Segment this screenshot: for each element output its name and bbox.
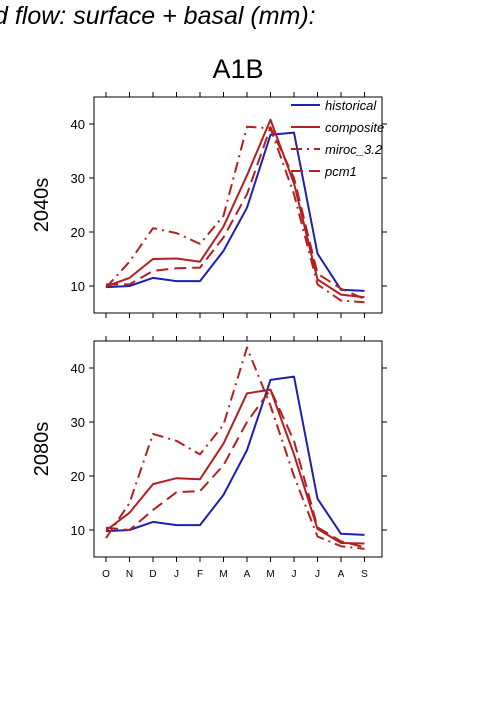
page-title: d flow: surface + basal (mm):	[0, 2, 316, 30]
series-line-pcm1	[106, 126, 365, 300]
panel-2: 10 20 30 40 O N D J F M A M J J A S 2080s	[31, 336, 387, 580]
x-tick-label: O	[102, 569, 110, 580]
x-tick-label: A	[244, 569, 251, 580]
x-tick-label: S	[361, 569, 368, 580]
x-tick-label: A	[338, 569, 345, 580]
x-tick-label: M	[219, 569, 227, 580]
series-line-pcm1	[105, 388, 365, 549]
series-line-historical	[105, 131, 365, 292]
series-line-composite	[105, 388, 365, 545]
x-tick-label: J	[174, 569, 179, 580]
series-line-miroc_3.2	[105, 346, 365, 550]
y-tick-label: 20	[71, 225, 85, 240]
y-tick-label: 10	[71, 523, 85, 538]
x-tick-label: J	[292, 569, 297, 580]
legend-label-miroc_3.2: miroc_3.2	[325, 142, 383, 157]
x-tick-label: J	[315, 569, 320, 580]
x-tick-label: M	[266, 569, 274, 580]
scenario-title: A1B	[212, 54, 264, 84]
y-tick-label: 10	[71, 279, 85, 294]
panel-1: 10 20 30 40 2040s historical composite miroc_3.…	[31, 92, 387, 318]
series-line-historical	[105, 375, 365, 536]
y-axis-label: 2080s	[31, 422, 53, 477]
legend-label-historical: historical	[325, 98, 377, 113]
legend-label-pcm1: pcm1	[324, 164, 357, 179]
x-tick-label: N	[126, 569, 133, 580]
series-line-miroc_3.2	[105, 125, 365, 304]
plot-frame	[93, 340, 383, 558]
y-tick-label: 40	[71, 117, 85, 132]
x-tick-label: F	[197, 569, 203, 580]
plot-frame	[93, 96, 383, 314]
y-tick-label: 20	[71, 469, 85, 484]
legend-label-composite: composite	[325, 120, 384, 135]
x-tick-label: D	[149, 569, 156, 580]
series-line-composite	[105, 118, 365, 299]
y-tick-label: 40	[71, 361, 85, 376]
y-tick-label: 30	[71, 415, 85, 430]
legend: historical composite miroc_3.2 pcm1	[291, 98, 384, 179]
y-tick-label: 30	[71, 171, 85, 186]
y-axis-label: 2040s	[31, 178, 53, 233]
